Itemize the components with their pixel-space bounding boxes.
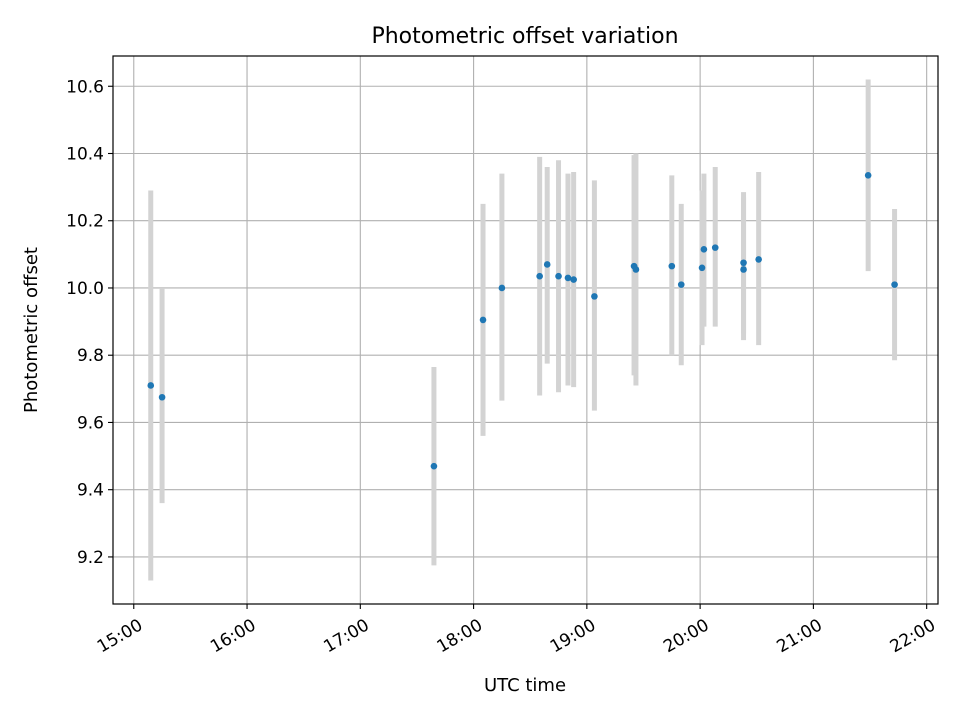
data-point: [632, 266, 640, 273]
data-point: [864, 172, 872, 179]
y-axis-label: Photometric offset: [21, 247, 42, 413]
axes-frame: [112, 55, 939, 605]
y-tick-label: 10.4: [66, 144, 104, 164]
y-tick-label: 9.8: [77, 346, 104, 366]
y-tick-label: 10.6: [66, 77, 104, 97]
y-axis: 9.2 9.4 9.6 9.8 10.0 10.2 10.4 10.6: [66, 77, 113, 568]
y-tick-label: 9.4: [77, 481, 104, 501]
data-point: [698, 264, 706, 272]
axes-background: [113, 56, 938, 604]
grid: [113, 56, 938, 604]
data-point: [536, 272, 543, 280]
data-point: [564, 274, 572, 282]
y-tick-label: 9.2: [77, 548, 104, 568]
x-axis-label: UTC time: [484, 675, 566, 696]
points: [147, 172, 898, 470]
data-point: [711, 244, 719, 251]
plot-area: [112, 55, 939, 605]
data-point: [755, 256, 762, 263]
data-point: [555, 272, 562, 280]
data-point: [668, 262, 676, 270]
y-tick-label: 10.2: [66, 212, 104, 232]
data-point: [591, 293, 598, 300]
data-point: [740, 266, 747, 273]
data-point: [430, 462, 438, 470]
data-point: [498, 284, 506, 292]
chart-title: Photometric offset variation: [371, 24, 678, 49]
data-point: [677, 281, 685, 288]
data-point: [543, 261, 551, 268]
data-point: [479, 316, 487, 324]
data-point: [570, 276, 577, 283]
data-point: [700, 246, 708, 253]
y-tick-label: 9.6: [77, 413, 104, 433]
data-point: [158, 393, 166, 401]
data-point: [740, 259, 747, 267]
data-point: [147, 382, 155, 389]
y-tick-label: 10.0: [66, 279, 104, 299]
data-point: [891, 281, 898, 288]
